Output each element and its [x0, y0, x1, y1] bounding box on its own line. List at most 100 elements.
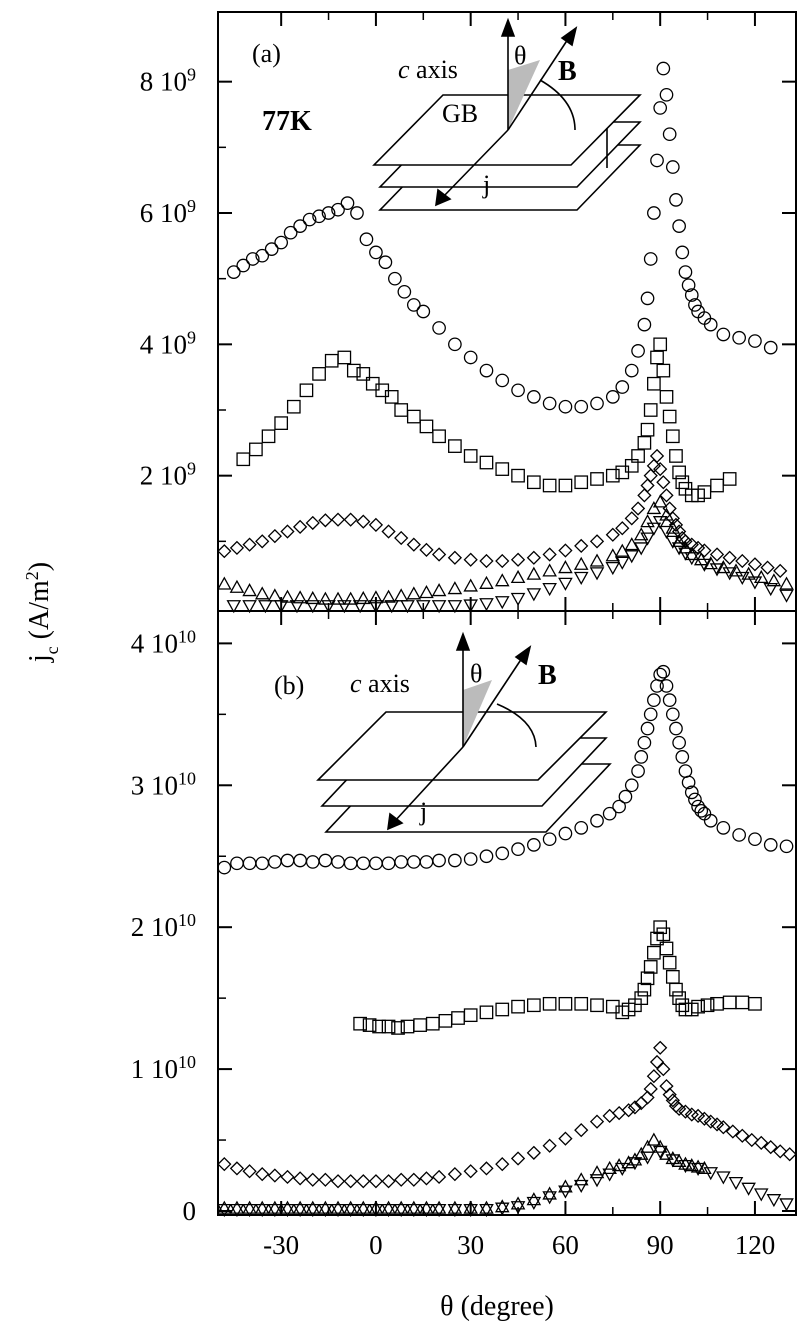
triangle-up-data-point [419, 1200, 434, 1214]
diamond-data-point [656, 1061, 671, 1077]
diamond-data-point [356, 514, 371, 529]
diamond-data-point [643, 1081, 658, 1097]
diamond-data-point [703, 1114, 718, 1129]
y-tick-label: 8 109 [140, 65, 196, 97]
square-data-point [249, 442, 263, 457]
triangle-up-data-point [330, 1200, 346, 1214]
diamond-data-point [643, 468, 658, 483]
triangle-down-data-point [697, 558, 712, 572]
triangle-up-data-point [633, 527, 649, 541]
square-data-point [637, 435, 652, 450]
triangle-down-data-point [633, 542, 649, 556]
circle-data-point [662, 127, 677, 142]
inset-a-j-arrow [441, 129, 509, 199]
triangle-down-data-point [229, 1203, 245, 1218]
triangle-up-data-point [510, 1196, 526, 1210]
triangle-down-data-point [393, 1203, 409, 1218]
triangle-down-data-point [605, 561, 621, 576]
panel-b-label: (b) [274, 671, 304, 700]
square-data-point [432, 429, 446, 444]
circle-data-point [406, 855, 421, 869]
inset-a-axis-word: axis [410, 55, 458, 84]
diamond-data-point [621, 1103, 636, 1118]
triangle-down-data-point [337, 600, 352, 614]
inset-b-c-axis-label: c axis [350, 669, 410, 698]
diamond-data-point [542, 547, 557, 562]
y-tick-label-base: 0 [183, 1196, 197, 1226]
triangle-down-data-point [558, 1185, 573, 1199]
diamond-data-point [267, 1168, 282, 1183]
diamond-data-point [605, 527, 620, 542]
diamond-data-point [343, 1174, 358, 1189]
diamond-data-point [280, 524, 295, 539]
triangle-up-data-point [665, 520, 681, 534]
triangle-down-data-point [614, 556, 630, 570]
triangle-up-data-point [355, 590, 371, 605]
square-data-point [542, 996, 557, 1011]
diamond-data-point [709, 547, 725, 562]
panel-b-frame [217, 610, 797, 1216]
x-tick-label: -30 [263, 1230, 299, 1260]
inset-b-j-label: j [419, 797, 427, 826]
inset-b-b-label: B [538, 660, 557, 691]
triangle-down-data-point [526, 1196, 542, 1211]
inset-a-angle-arc [539, 79, 576, 131]
diamond-data-point [656, 475, 671, 490]
y-tick-label: 3 1010 [131, 768, 196, 800]
diamond-data-point [735, 553, 750, 569]
square-data-point [722, 995, 737, 1010]
circle-data-point [340, 196, 355, 210]
circle-data-point [495, 373, 510, 388]
circle-data-point [558, 399, 573, 414]
diamond-data-point [419, 1171, 434, 1186]
y-tick-label-exponent: 9 [187, 327, 196, 347]
triangle-down-data-point [763, 583, 779, 597]
inset-b-j-arrowhead [387, 812, 404, 831]
diamond-data-point [640, 1090, 655, 1105]
square-data-point [656, 363, 671, 378]
triangle-down-data-point [400, 600, 415, 614]
diamond-data-point [747, 557, 763, 572]
triangle-down-data-point [226, 600, 242, 614]
triangle-up-data-point [318, 1200, 333, 1214]
diamond-data-point [653, 1040, 668, 1055]
panel-a-label: (a) [252, 39, 281, 68]
triangle-down-data-point [716, 1171, 731, 1185]
triangle-up-data-point [589, 1165, 605, 1179]
diamond-data-point [293, 519, 308, 535]
circle-data-point [406, 298, 421, 312]
triangle-up-data-point [542, 1186, 557, 1200]
square-data-point [672, 465, 686, 480]
circle-data-point [590, 396, 604, 411]
triangle-down-data-point [292, 1203, 308, 1218]
inset-a-theta-label: θ [514, 41, 526, 70]
triangle-down-data-point [542, 583, 557, 597]
square-data-point [261, 429, 276, 444]
diamond-data-point [447, 550, 463, 565]
square-data-point [653, 337, 668, 352]
diamond-data-point [330, 512, 346, 527]
diamond-data-point [381, 1174, 396, 1189]
circle-data-point [691, 799, 705, 814]
triangle-up-data-point [716, 560, 731, 574]
square-data-point [631, 449, 645, 463]
triangle-up-data-point [479, 575, 494, 589]
circle-data-point [605, 390, 620, 404]
triangle-up-data-point [611, 1158, 627, 1172]
triangle-down-data-point [330, 1203, 346, 1218]
triangle-up-data-point [703, 556, 719, 570]
square-data-point [675, 998, 690, 1013]
square-data-point [526, 475, 541, 490]
diamond-data-point [754, 1135, 769, 1151]
diamond-data-point [495, 553, 510, 569]
panel-b-ticks [218, 611, 796, 1215]
diamond-data-point [217, 544, 232, 559]
triangle-down-data-point [678, 1159, 693, 1174]
circle-data-point [542, 832, 557, 847]
square-data-point [495, 1002, 510, 1017]
square-data-point [286, 399, 301, 414]
triangle-down-data-point [741, 1182, 756, 1196]
circle-data-point [675, 750, 690, 764]
inset-b-theta-label: θ [470, 659, 482, 688]
diamond-data-point [495, 1157, 510, 1172]
